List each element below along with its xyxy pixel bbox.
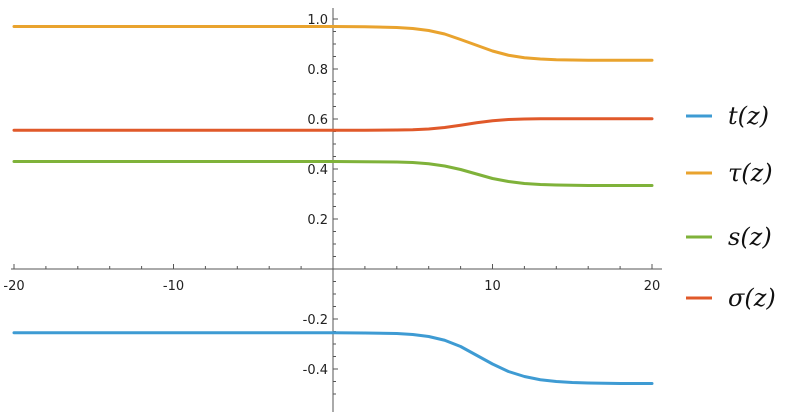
y-tick-label: 1.0	[307, 13, 328, 28]
legend-label: t(z)	[728, 102, 769, 130]
y-tick-label: 0.4	[307, 163, 328, 178]
y-tick-label: -0.2	[303, 313, 328, 328]
x-tick-label: -20	[3, 279, 24, 294]
series-line-1	[12, 25, 654, 62]
y-tick-label: 0.8	[307, 63, 328, 78]
y-tick-label: 0.2	[307, 213, 328, 228]
series-lines	[12, 25, 654, 385]
series-line-3	[12, 117, 654, 132]
series-line-0	[12, 331, 654, 385]
legend-label: τ(z)	[728, 159, 773, 187]
x-tick-label: 20	[644, 279, 661, 294]
y-tick-label: 0.6	[307, 113, 328, 128]
legend-label: σ(z)	[728, 284, 776, 312]
x-tick-label: -10	[163, 279, 184, 294]
legend-label: s(z)	[728, 223, 772, 251]
series-line-2	[12, 160, 654, 187]
axes: -20 -10 10 20 -0.4 -0.2 0.2 0.4 0.6 0.8 1.0	[3, 8, 662, 412]
x-tick-label: 10	[484, 279, 501, 294]
legend: t(z) τ(z) s(z) σ(z)	[686, 102, 776, 312]
y-tick-label: -0.4	[303, 363, 328, 378]
